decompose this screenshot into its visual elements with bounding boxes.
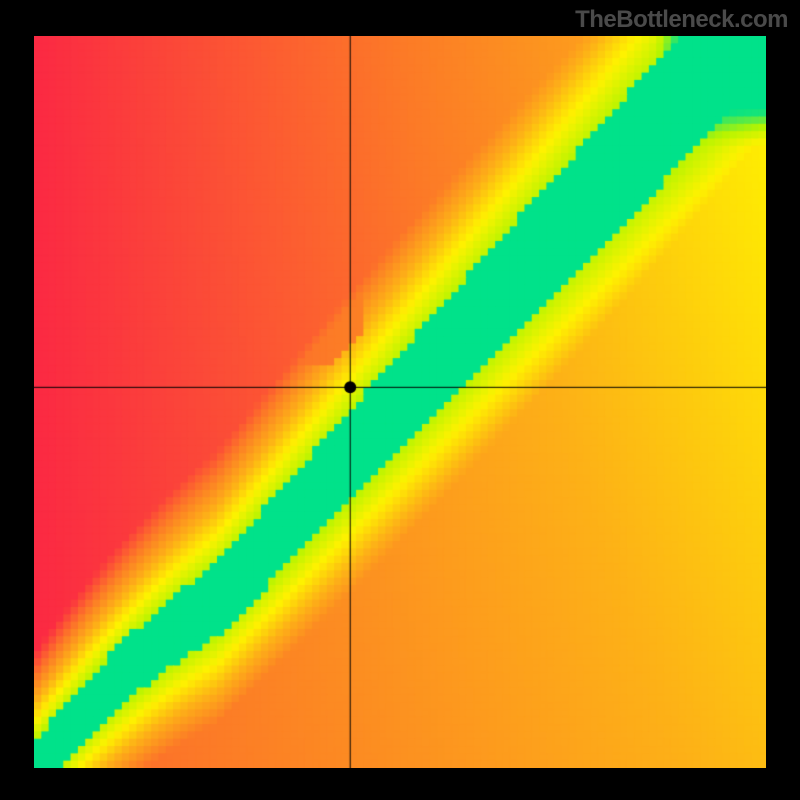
watermark-label: TheBottleneck.com	[575, 6, 788, 34]
bottleneck-heatmap	[34, 36, 766, 768]
chart-container: TheBottleneck.com	[0, 0, 800, 800]
